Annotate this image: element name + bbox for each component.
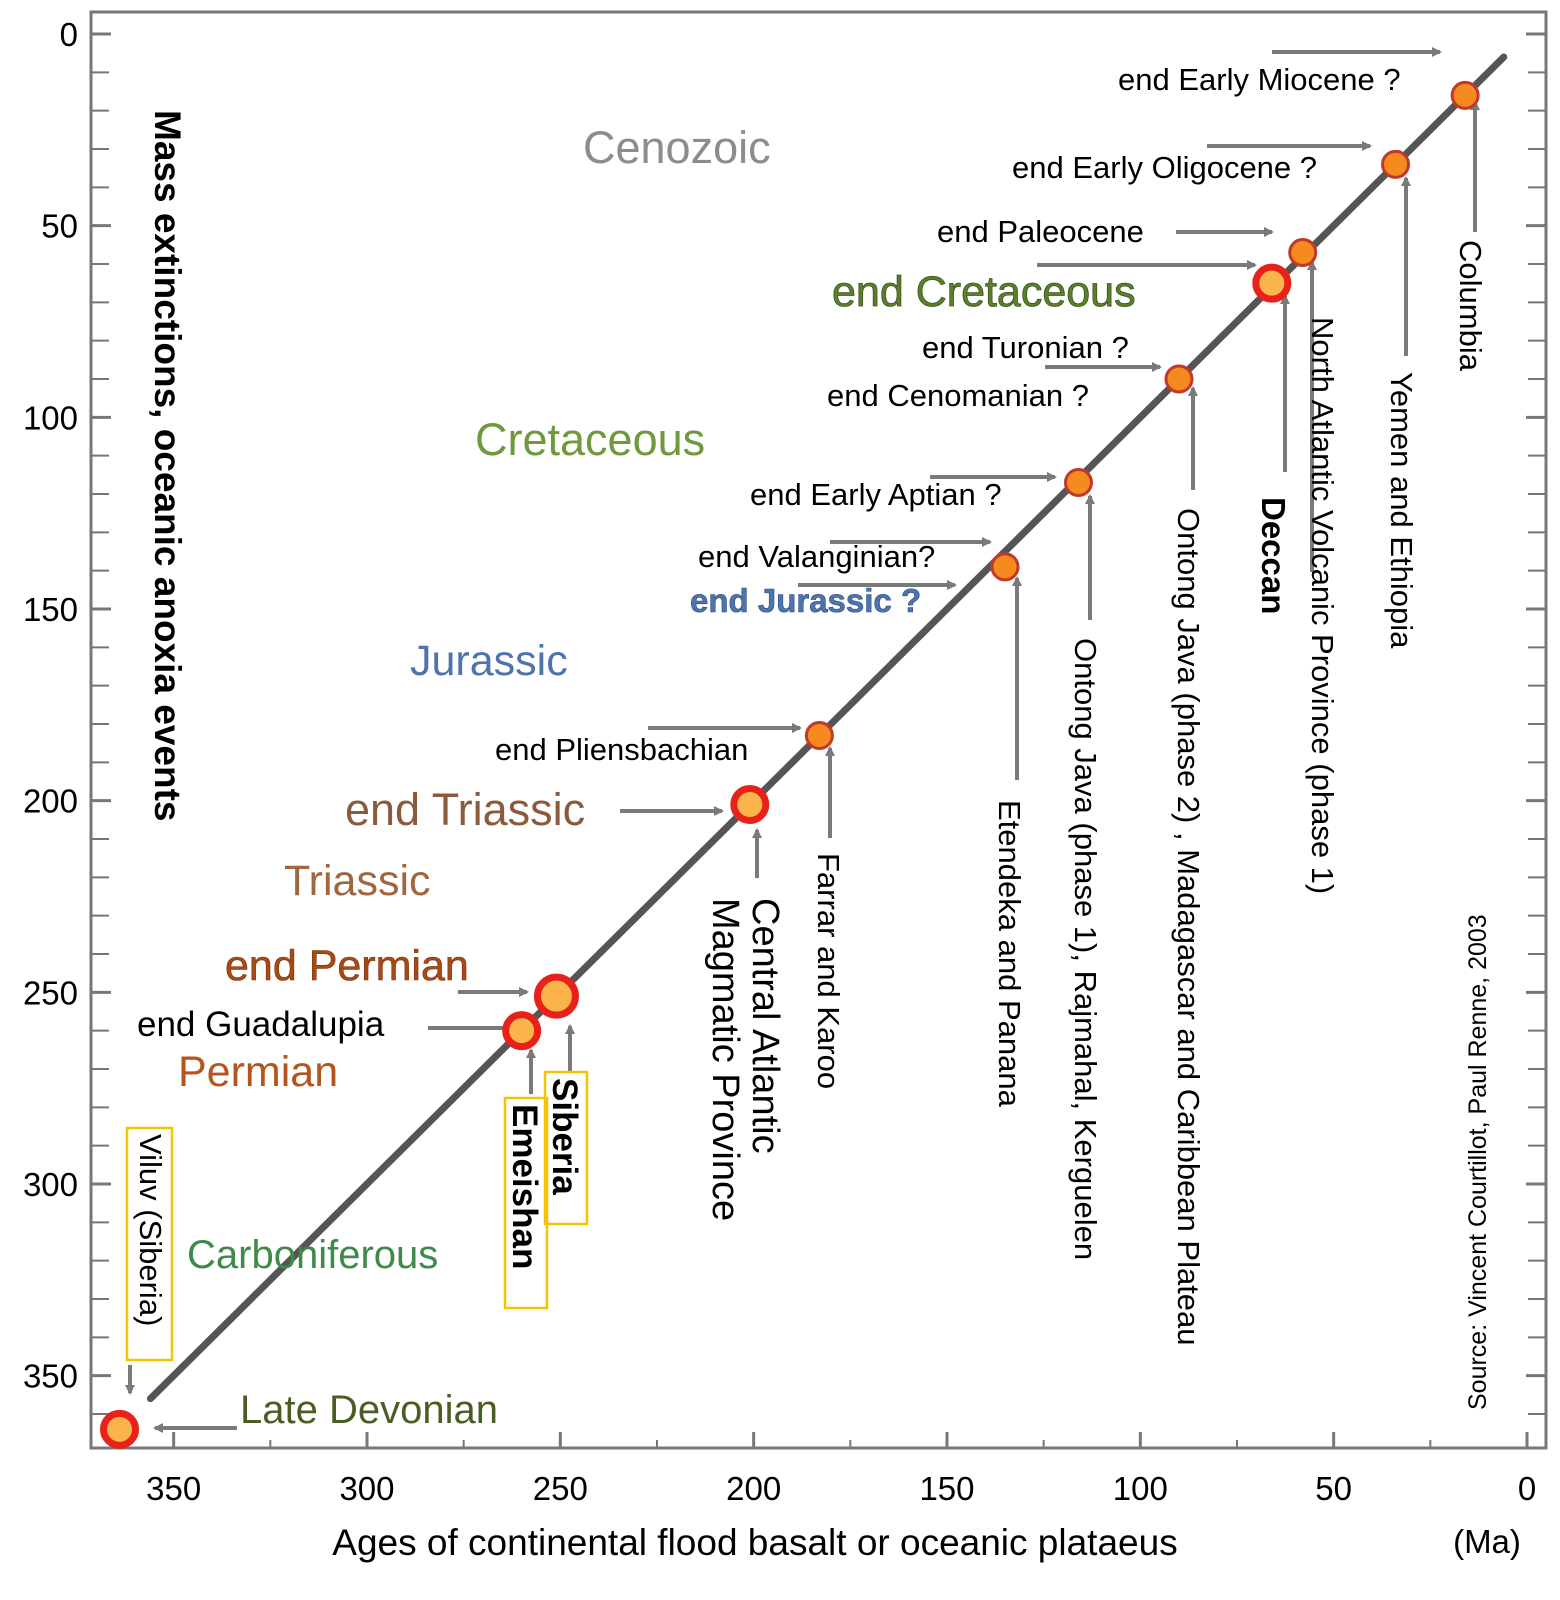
y-tick-label: 0 (60, 16, 78, 53)
label-end-early-oligocene: end Early Oligocene ? (1012, 150, 1317, 185)
data-point (1381, 149, 1411, 179)
label-end-guadalupia: end Guadalupia (137, 1005, 385, 1044)
data-point (1288, 237, 1318, 267)
emeishan-box (503, 1096, 549, 1310)
x-tick-label: 200 (726, 1470, 781, 1507)
label-deccan: Deccan (1255, 497, 1292, 614)
data-point-major (533, 973, 579, 1019)
viluv-box (125, 1126, 174, 1362)
period-triassic: Triassic (284, 857, 431, 905)
y-tick-label: 200 (23, 783, 78, 820)
x-tick-label: 150 (919, 1470, 974, 1507)
x-tick-label: 50 (1315, 1470, 1352, 1507)
label-yemen-ethiopia: Yemen and Ethiopia (1384, 372, 1419, 649)
label-end-cretaceous: end Cretaceous (832, 268, 1136, 316)
data-point (1164, 364, 1194, 394)
label-farrar-karoo: Farrar and Karoo (811, 853, 846, 1089)
label-columbia: Columbia (1453, 240, 1488, 372)
y-tick-label: 100 (23, 399, 78, 436)
label-end-cenomanian: end Cenomanian ? (827, 378, 1089, 413)
highlight-boxes (125, 1070, 589, 1362)
y-tick-label: 350 (23, 1358, 78, 1395)
data-point-major (1252, 263, 1292, 303)
label-end-valanginian: end Valanginian? (698, 539, 935, 574)
label-end-turonian: end Turonian ? (922, 330, 1129, 365)
label-camp-line1: Central Atlantic (744, 898, 786, 1154)
label-emeishan: Emeishan (505, 1104, 544, 1269)
x-tick-label: 250 (533, 1470, 588, 1507)
x-axis-title: Ages of continental flood basalt or ocea… (332, 1522, 1177, 1563)
label-etendeka: Etendeka and Panana (992, 800, 1027, 1108)
y-tick-label: 150 (23, 591, 78, 628)
late-devonian-label: Late Devonian (240, 1388, 498, 1432)
period-jurassic: Jurassic (410, 637, 568, 685)
period-permian: Permian (178, 1048, 338, 1096)
data-point (804, 720, 834, 750)
data-point (1063, 467, 1093, 497)
data-point (990, 552, 1020, 582)
x-tick-label: 350 (146, 1470, 201, 1507)
unit-label: (Ma) (1453, 1523, 1521, 1560)
label-viluv: Viluv (Siberia) (133, 1134, 168, 1326)
period-cretaceous: Cretaceous (475, 414, 705, 465)
siberia-box (543, 1070, 589, 1226)
label-north-atlantic: North Atlantic Volcanic Province (phase … (1305, 317, 1340, 894)
label-end-pliensbachian: end Pliensbachian (495, 732, 748, 767)
data-point (1450, 80, 1480, 110)
plot-frame (89, 10, 1548, 1450)
annotation-arrows (125, 47, 1480, 1433)
data-point-major (502, 1011, 542, 1051)
x-tick-label: 100 (1113, 1470, 1168, 1507)
label-end-permian: end Permian (225, 942, 469, 990)
data-point-major (100, 1409, 140, 1449)
label-end-early-miocene: end Early Miocene ? (1118, 62, 1401, 97)
period-cenozoic: Cenozoic (583, 122, 771, 173)
data-point-major (730, 784, 770, 824)
data-points (100, 80, 1480, 1449)
label-camp-line2: Magmatic Province (704, 898, 746, 1221)
label-ontong-java-1: Ontong Java (phase 1), Rajmahal, Kerguel… (1068, 638, 1103, 1260)
y-axis-title: Mass extinctions, oceanic anoxia events (147, 110, 188, 822)
label-end-paleocene: end Paleocene (937, 214, 1144, 249)
label-end-triassic: end Triassic (345, 784, 585, 835)
label-end-jurassic: end Jurassic ? (690, 582, 921, 619)
source-note: Source: Vincent Courtillot, Paul Renne, … (1464, 914, 1492, 1410)
period-carboniferous: Carboniferous (187, 1233, 438, 1277)
label-siberia: Siberia (545, 1078, 584, 1195)
y-tick-label: 50 (41, 208, 78, 245)
y-tick-label: 300 (23, 1166, 78, 1203)
label-ontong-java-2: Ontong Java (phase 2) , Madagascar and C… (1171, 508, 1206, 1346)
axes: 350 300 250 200 150 100 50 0 0 50 100 150 200 250 300 3… (23, 16, 1546, 1507)
x-tick-label: 0 (1518, 1470, 1536, 1507)
label-end-early-aptian: end Early Aptian ? (750, 477, 1002, 512)
y-tick-label: 250 (23, 974, 78, 1011)
x-tick-label: 300 (339, 1470, 394, 1507)
